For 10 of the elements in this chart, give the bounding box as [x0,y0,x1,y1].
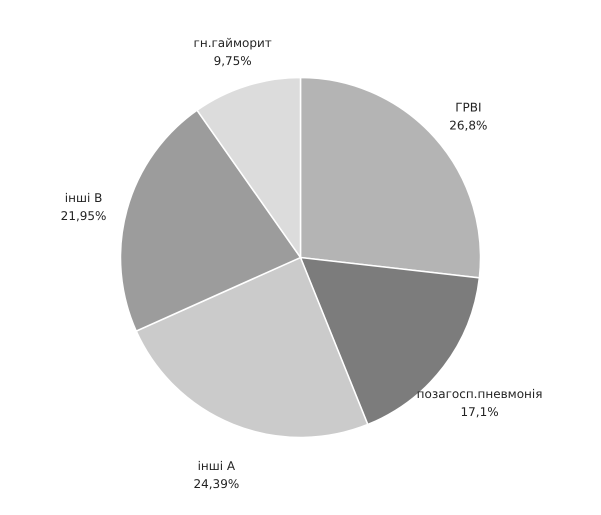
data-label: 9,75% [214,54,252,68]
data-label: 17,1% [460,404,499,419]
data-label: 24,39% [193,477,240,492]
slice-label: інші В [64,190,102,205]
slice-label: інші А [198,459,236,474]
data-label: 26,8% [449,118,488,133]
slice-label: гн.гайморит [194,36,272,50]
data-label: 21,95% [60,208,106,223]
slice-label: ГРВІ [455,100,482,115]
slice-label: позагосп.пневмонія [416,386,542,401]
